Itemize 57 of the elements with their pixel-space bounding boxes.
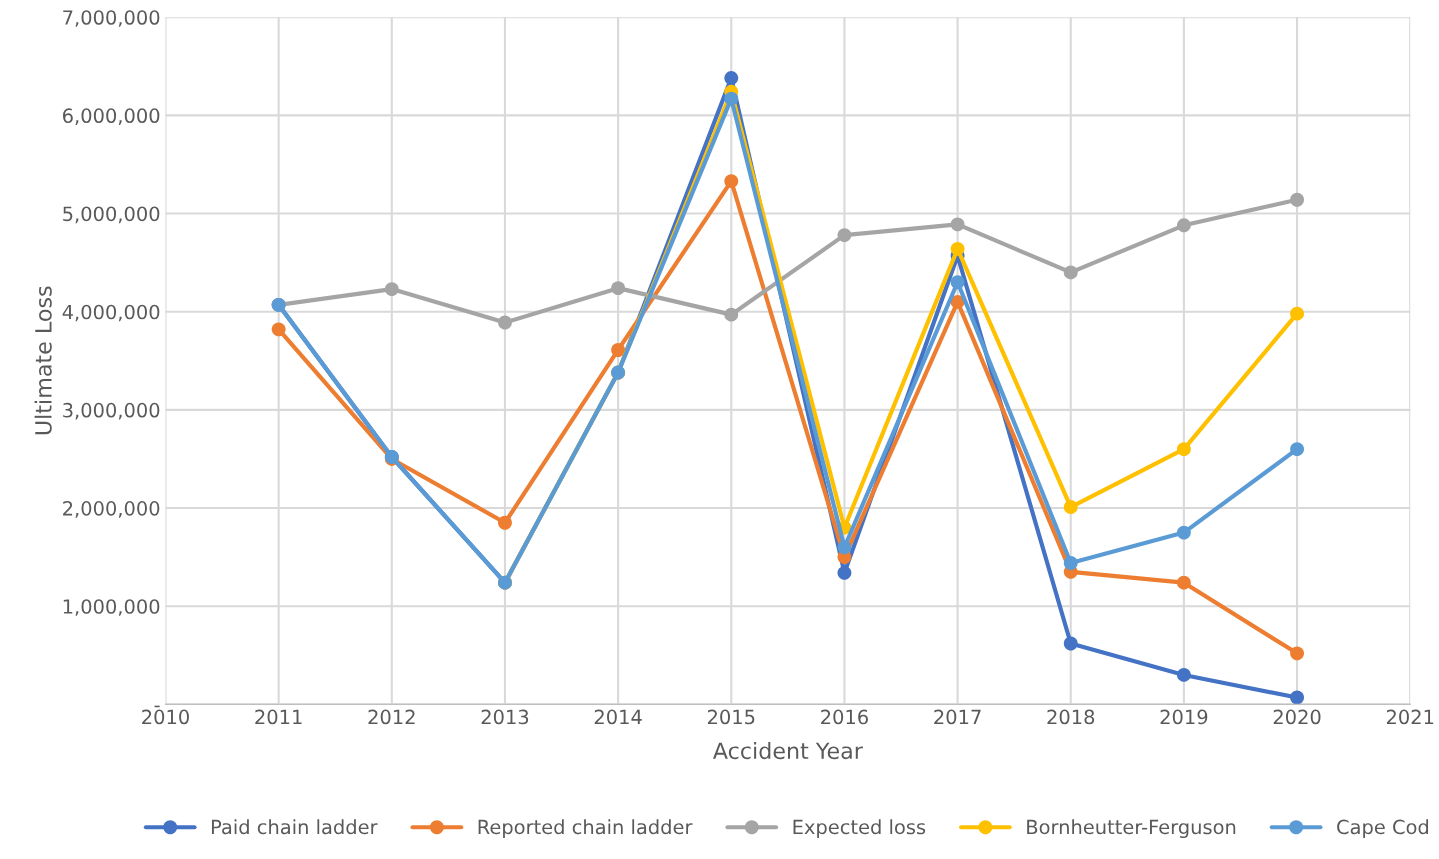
point [1063, 265, 1078, 280]
y-tick-label: 6,000,000 [63, 108, 160, 125]
point [1176, 218, 1191, 233]
x-tick-label: 2013 [481, 709, 529, 725]
x-axis-title: Accident Year [712, 741, 863, 760]
point [1290, 690, 1305, 705]
point [837, 540, 852, 555]
point [498, 515, 512, 530]
point [950, 217, 965, 232]
x-tick-label: 2020 [1273, 709, 1321, 725]
x-tick-label: 2014 [594, 709, 642, 725]
point [384, 282, 399, 297]
point [1063, 500, 1078, 514]
point [724, 307, 739, 322]
x-tick-label: 2021 [1386, 709, 1434, 725]
point [837, 565, 852, 580]
legend-label: Bornheutter-Ferguson [1027, 819, 1236, 839]
point [950, 241, 965, 256]
y-tick-label: 3,000,000 [63, 402, 160, 420]
x-tick-label: 2012 [368, 709, 415, 725]
point [1176, 667, 1191, 682]
y-tick-label: 5,000,000 [63, 206, 160, 224]
legend-label: Reported chain ladder [478, 819, 693, 839]
legend-label: Cape Cod [1337, 819, 1429, 839]
point [1063, 556, 1078, 570]
point [1176, 575, 1191, 590]
x-tick-label: 2011 [255, 709, 302, 725]
point [1290, 442, 1305, 457]
point [1176, 525, 1191, 540]
point [1063, 636, 1078, 651]
point [724, 71, 739, 85]
point [611, 343, 626, 357]
point [837, 228, 852, 243]
x-tick-label: 2016 [821, 709, 868, 725]
x-tick-label: 2017 [934, 709, 981, 725]
x-tick-label: 2018 [1047, 709, 1095, 725]
point [724, 174, 739, 189]
point [1176, 442, 1191, 457]
y-tick-label: 1,000,000 [63, 599, 160, 616]
point [1290, 646, 1305, 661]
y-tick-label: - [154, 705, 160, 708]
y-axis-title: Ultimate Loss [34, 286, 52, 435]
point [950, 275, 965, 290]
y-tick-label: 7,000,000 [63, 10, 160, 27]
y-tick-label: 2,000,000 [63, 500, 160, 518]
point [498, 315, 512, 330]
x-tick-label: 2019 [1160, 709, 1208, 725]
point [724, 91, 739, 106]
point [271, 322, 286, 337]
point [1290, 306, 1305, 321]
legend-label: Paid chain ladder [211, 819, 378, 835]
x-tick-label: 2015 [707, 709, 755, 725]
point [1290, 192, 1305, 207]
point [611, 281, 626, 296]
legend-label: Expected loss [793, 819, 926, 839]
y-tick-label: 4,000,000 [62, 304, 160, 322]
x-tick-label: 2010 [142, 709, 189, 725]
